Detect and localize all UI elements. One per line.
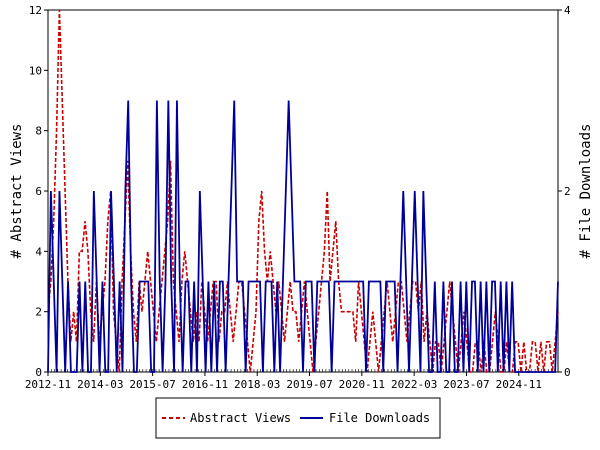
x-tick-label: 2023-07 [443, 378, 489, 391]
left-tick-label: 12 [29, 4, 42, 17]
x-tick-label: 2012-11 [25, 378, 71, 391]
right-tick-label: 0 [564, 366, 571, 379]
x-tick-label: 2022-03 [391, 378, 437, 391]
left-tick-label: 0 [35, 366, 42, 379]
right-axis-tick-labels: 0 2 4 [564, 4, 571, 379]
left-axis-title: # Abstract Views [9, 124, 25, 259]
x-tick-label: 2014-03 [77, 378, 123, 391]
left-tick-label: 2 [35, 306, 42, 319]
left-tick-label: 6 [35, 185, 42, 198]
left-tick-label: 8 [35, 125, 42, 138]
series-layer [47, 9, 559, 373]
right-tick-label: 2 [564, 185, 571, 198]
right-tick-label: 4 [564, 4, 571, 17]
right-axis-title: # File Downloads [578, 124, 594, 259]
x-axis-tick-labels: 2012-11 2014-03 2015-07 2016-11 2018-03 2019-… [25, 378, 542, 391]
x-tick-label: 2020-11 [339, 378, 385, 391]
x-tick-label: 2024-11 [496, 378, 542, 391]
legend-label-abstract-views: Abstract Views [190, 411, 291, 425]
legend-label-file-downloads: File Downloads [329, 411, 430, 425]
x-tick-label: 2019-07 [286, 378, 332, 391]
x-tick-label: 2016-11 [182, 378, 228, 391]
left-axis-tick-labels: 0 2 4 6 8 10 12 [29, 4, 43, 379]
left-tick-label: 10 [29, 64, 42, 77]
legend: Abstract Views File Downloads [155, 397, 441, 439]
x-tick-label: 2018-03 [234, 378, 280, 391]
legend-box [155, 397, 441, 439]
left-tick-label: 4 [35, 245, 42, 258]
series-line-file-downloads [47, 100, 559, 373]
x-tick-label: 2015-07 [129, 378, 175, 391]
